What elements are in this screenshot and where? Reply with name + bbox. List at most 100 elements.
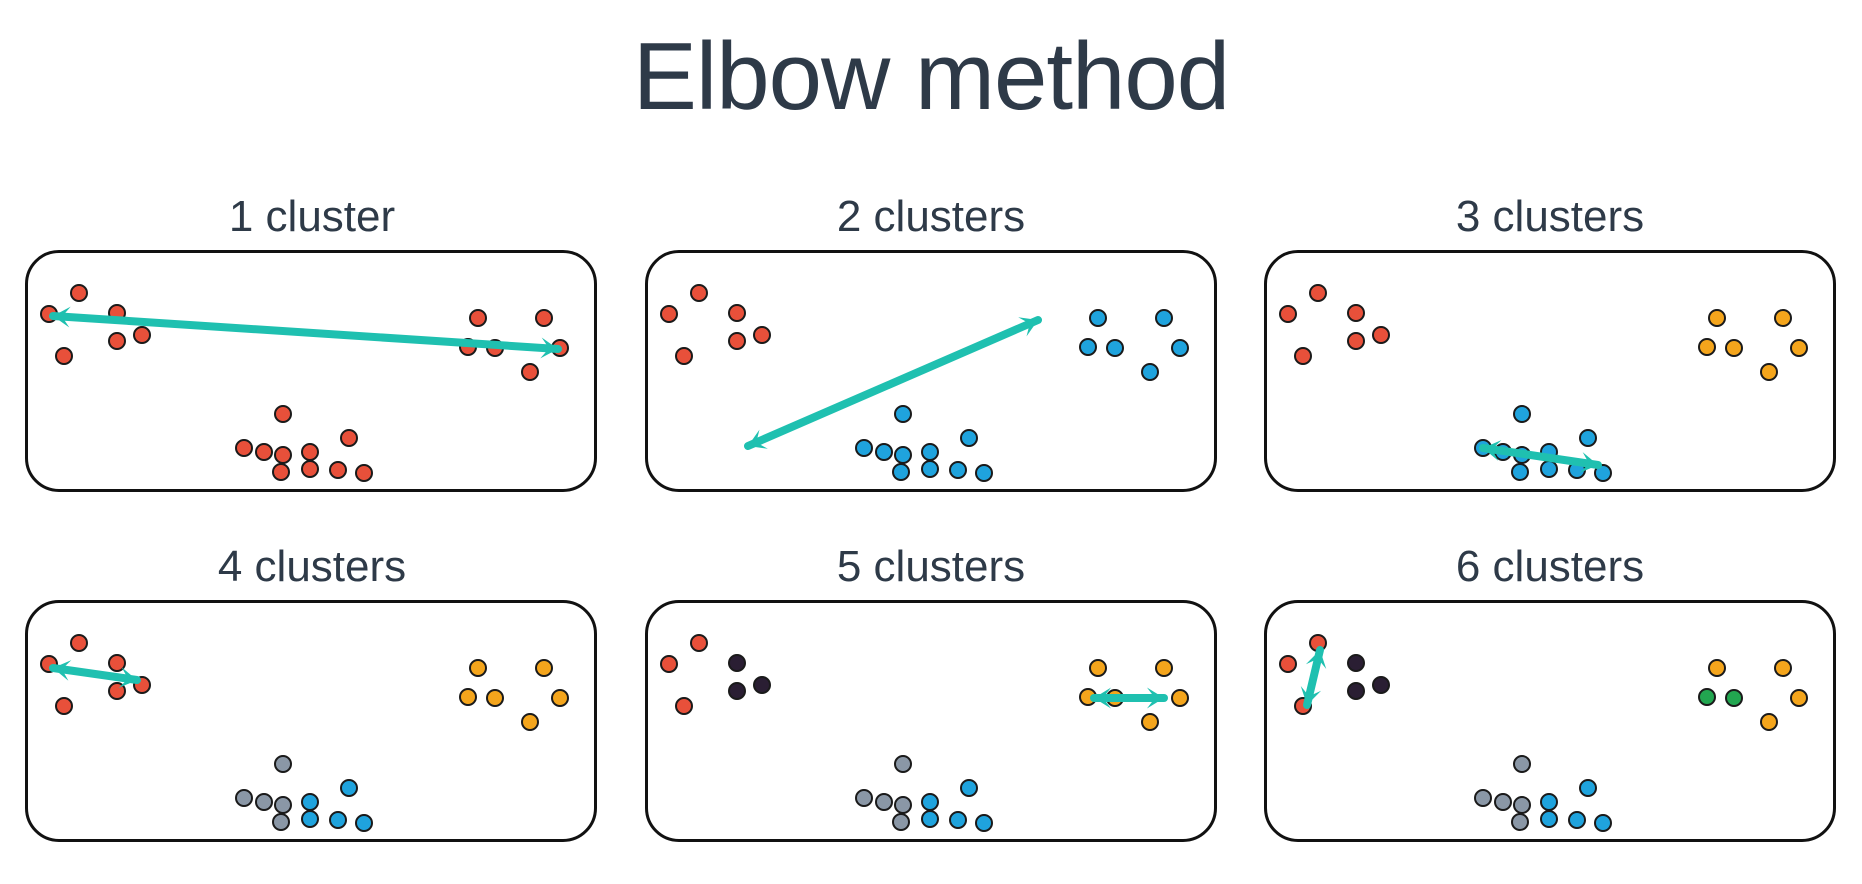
panel-5-left-outer-point-2 [690,634,708,652]
panel-2-right-point-2 [1155,309,1173,327]
panel-title-4: 4 clusters [217,542,407,591]
panel-3-right-point-3 [1698,338,1716,356]
panel-1-left-point-4 [108,332,126,350]
panel-4-bottom-right-point-1 [301,793,319,811]
panel-2-bottom-right-point-4 [949,461,967,479]
panel-4-bottom-right-point-5 [355,814,373,832]
panel-2-bottom-right-point-3 [921,460,939,478]
panel-4-right-point-2 [535,659,553,677]
panel-2-distance-arrow-shaft [744,316,1042,450]
panel-2-bottom-right-point-2 [960,429,978,447]
panel-4-left-point-6 [55,697,73,715]
panel-6-right-outer-point-4 [1760,713,1778,731]
panel-6-right-outer-point-2 [1774,659,1792,677]
panel-1-right-point-2 [535,309,553,327]
panel-1-bottom-left-point-3 [255,443,273,461]
panel-4-distance-arrow-shaft [49,664,141,684]
panel-6-distance-arrow-shaft [1303,646,1324,709]
panel-2-bottom-left-point-4 [894,446,912,464]
panel-3-distance-arrow-shaft [1479,444,1602,469]
panel-2-left-point-1 [660,305,678,323]
panel-1-bottom-left-point-5 [272,463,290,481]
panel-6-left-inner-point-3 [1372,676,1390,694]
panel-5-right-point-2 [1155,659,1173,677]
panel-1-bottom-right-point-1 [301,443,319,461]
panel-5-bottom-right-point-3 [921,810,939,828]
panel-6-left-inner-point-2 [1347,682,1365,700]
panel-title-3: 3 clusters [1455,192,1645,241]
panel-title-2: 2 clusters [836,192,1026,241]
panel-4-right-point-4 [486,689,504,707]
panel-4-right-point-6 [521,713,539,731]
panel-4-bottom-left-point-1 [274,755,292,773]
panel-1-bottom-right-point-3 [301,460,319,478]
panel-4-left-point-2 [70,634,88,652]
panel-5-left-inner-point-1 [728,654,746,672]
panel-1-distance-arrow-head-end [540,337,558,359]
panel-3-bottom-left-point-5 [1511,463,1529,481]
panel-3-right-point-2 [1774,309,1792,327]
panel-2-bottom-left-point-3 [875,443,893,461]
panel-5-distance-arrow-head-start [1094,687,1112,709]
panel-2-left-point-3 [728,304,746,322]
panel-6-distance-arrow-head-end [1300,686,1322,705]
panel-2-bottom-left-point-2 [855,439,873,457]
panel-2-distance-arrow-head-start [748,429,768,449]
panel-3-right-point-5 [1790,339,1808,357]
panel-6-right-inner-point-2 [1725,689,1743,707]
panel-4-distance-arrow-head-end [118,667,137,688]
panel-3-right-point-1 [1708,309,1726,327]
panel-title-5: 5 clusters [836,542,1026,591]
panel-6-bottom-left-point-2 [1474,789,1492,807]
panel-6-right-inner-point-1 [1698,688,1716,706]
panel-6-bottom-left-point-3 [1494,793,1512,811]
panel-2-bottom-right-point-5 [975,464,993,482]
panel-3-bottom-right-point-2 [1579,429,1597,447]
panel-5-bottom-right-point-2 [960,779,978,797]
panel-4-left-point-3 [108,654,126,672]
panel-3-right-point-4 [1725,339,1743,357]
panel-1-left-point-5 [133,326,151,344]
panel-6-left-inner-point-1 [1347,654,1365,672]
panel-6-right-outer-point-1 [1708,659,1726,677]
panel-2-distance-arrow-head-end [1018,317,1038,337]
panel-6-bottom-right-point-2 [1579,779,1597,797]
panel-3-left-point-1 [1279,305,1297,323]
panel-3-bottom-right-point-3 [1540,460,1558,478]
panel-2-right-point-1 [1089,309,1107,327]
panel-6-bottom-left-point-1 [1513,755,1531,773]
panel-6-bottom-right-point-5 [1594,814,1612,832]
panel-1-bottom-left-point-2 [235,439,253,457]
panel-4-right-point-5 [551,689,569,707]
panel-1-right-point-1 [469,309,487,327]
panel-5-bottom-right-point-5 [975,814,993,832]
panel-2-right-point-6 [1141,363,1159,381]
panel-1-right-point-6 [521,363,539,381]
panel-5-bottom-left-point-1 [894,755,912,773]
panel-2-bottom-right-point-1 [921,443,939,461]
panel-5-bottom-left-point-4 [894,796,912,814]
panel-4-bottom-right-point-2 [340,779,358,797]
panel-5-left-inner-point-2 [728,682,746,700]
panel-3-bottom-right-point-5 [1594,464,1612,482]
panel-3-left-point-4 [1347,332,1365,350]
panel-5-right-point-6 [1141,713,1159,731]
panel-2-left-point-2 [690,284,708,302]
panel-3-left-point-2 [1309,284,1327,302]
panel-5-left-outer-point-1 [660,655,678,673]
panel-5-bottom-left-point-2 [855,789,873,807]
panel-1-bottom-right-point-2 [340,429,358,447]
panel-3-left-point-5 [1372,326,1390,344]
panel-4-bottom-right-point-3 [301,810,319,828]
panel-4-left-point-4 [108,682,126,700]
panel-3-left-point-6 [1294,347,1312,365]
panel-6-right-outer-point-3 [1790,689,1808,707]
panel-5-distance-arrow-head-end [1146,687,1164,709]
panel-6-left-outer-point-1 [1279,655,1297,673]
panel-4-bottom-left-point-5 [272,813,290,831]
panel-5-bottom-left-point-3 [875,793,893,811]
panel-6-bottom-right-point-3 [1540,810,1558,828]
panel-2-bottom-left-point-1 [894,405,912,423]
